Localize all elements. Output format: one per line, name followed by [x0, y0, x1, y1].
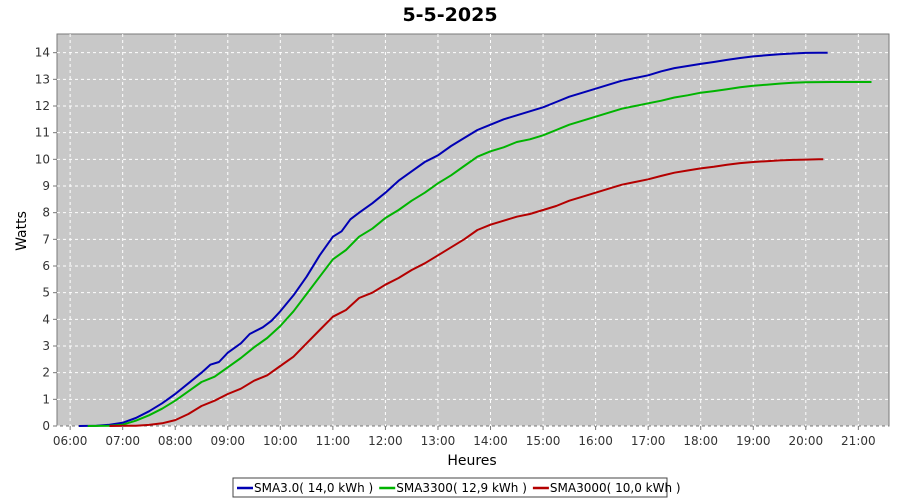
legend: SMA3.0( 14,0 kWh ) SMA3300( 12,9 kWh ) SMA…: [232, 477, 681, 498]
legend-entry-2: SMA3000( 10,0 kWh ): [550, 481, 681, 495]
y-tick-label: 1: [42, 392, 50, 406]
y-tick-label: 14: [35, 46, 50, 60]
y-tick-label: 4: [42, 312, 50, 326]
x-tick-label: 19:00: [736, 434, 771, 448]
x-tick-label: 08:00: [158, 434, 193, 448]
x-tick-label: 09:00: [210, 434, 245, 448]
chart-title: 5-5-2025: [402, 4, 497, 26]
y-tick-label: 12: [35, 99, 50, 113]
x-tick-label: 16:00: [578, 434, 613, 448]
series-line-1: [87, 81, 872, 427]
x-tick-label: 15:00: [526, 434, 561, 448]
x-tick-label: 13:00: [421, 434, 456, 448]
y-tick-label: 3: [42, 339, 50, 353]
y-tick-label: 8: [42, 206, 50, 220]
y-tick-label: 6: [42, 259, 50, 273]
x-axis-label: Heures: [447, 453, 496, 469]
x-tick-label: 20:00: [789, 434, 824, 448]
x-tick-label: 11:00: [316, 434, 351, 448]
plot-area: [56, 33, 890, 427]
series-line-0: [78, 51, 828, 427]
x-tick-label: 17:00: [631, 434, 666, 448]
y-tick-label: 9: [42, 179, 50, 193]
y-tick-label: 11: [35, 126, 50, 140]
x-tick-label: 18:00: [683, 434, 718, 448]
series-line-2: [109, 158, 824, 427]
x-tick-label: 07:00: [105, 434, 140, 448]
legend-items: SMA3.0( 14,0 kWh ) SMA3300( 12,9 kWh ) SMA…: [237, 481, 681, 495]
y-tick-label: 5: [42, 286, 50, 300]
x-tick-label: 21:00: [841, 434, 876, 448]
y-tick-label: 7: [42, 232, 50, 246]
y-tick-label: 0: [42, 419, 50, 433]
x-ticks: 06:00 07:00 08:00 09:00 10:00 11:00 12:00 13:00…: [53, 426, 876, 448]
grid: [57, 34, 889, 427]
y-tick-label: 13: [35, 72, 50, 86]
y-axis-label: Watts: [14, 211, 30, 251]
x-tick-label: 14:00: [473, 434, 508, 448]
legend-entry-0: SMA3.0( 14,0 kWh ): [254, 481, 373, 495]
x-tick-label: 06:00: [53, 434, 88, 448]
legend-entry-1: SMA3300( 12,9 kWh ): [396, 481, 527, 495]
legend-box: [232, 477, 668, 498]
x-tick-label: 10:00: [263, 434, 298, 448]
y-tick-label: 2: [42, 366, 50, 380]
y-tick-label: 10: [35, 152, 50, 166]
x-tick-label: 12:00: [368, 434, 403, 448]
series-layer: [78, 51, 872, 427]
